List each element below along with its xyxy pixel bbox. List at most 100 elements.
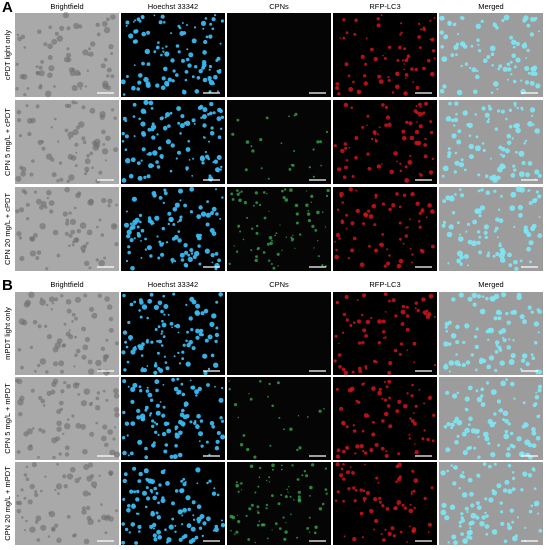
cell <box>168 524 174 530</box>
cell <box>89 431 95 437</box>
cell <box>74 335 77 339</box>
cell <box>177 221 179 223</box>
cell <box>464 506 469 511</box>
cell <box>517 204 524 211</box>
cell <box>410 492 413 496</box>
cell <box>476 473 481 478</box>
cell <box>173 234 179 240</box>
cell <box>179 488 184 494</box>
cell <box>233 533 236 535</box>
cell <box>144 48 150 55</box>
cell <box>155 388 159 393</box>
cell <box>124 222 129 228</box>
cell <box>447 541 450 544</box>
cell <box>180 258 185 262</box>
cell <box>191 385 196 390</box>
cell <box>497 109 501 113</box>
cell <box>427 395 432 400</box>
cell <box>284 188 287 191</box>
cell <box>179 123 185 129</box>
cell <box>418 388 421 391</box>
cell <box>36 538 41 542</box>
cell <box>112 224 117 228</box>
cell <box>352 486 356 490</box>
cell <box>25 202 30 207</box>
cell <box>194 389 200 395</box>
cell <box>440 470 446 476</box>
cell <box>216 90 219 93</box>
cell <box>215 212 219 216</box>
cell <box>504 479 510 485</box>
cell <box>454 101 459 106</box>
cell <box>191 175 194 177</box>
cell <box>256 505 260 509</box>
cell <box>56 462 59 466</box>
cell <box>153 537 158 542</box>
cell <box>196 76 201 80</box>
cell <box>535 436 541 441</box>
cell <box>153 304 159 310</box>
cell <box>303 470 307 473</box>
cell <box>207 367 211 371</box>
cell <box>238 198 242 203</box>
cell <box>95 258 100 262</box>
cell <box>347 74 351 78</box>
cell <box>515 127 521 134</box>
cell <box>132 346 137 351</box>
micrograph <box>121 186 225 271</box>
cell <box>275 232 278 235</box>
cell <box>134 19 137 22</box>
cell <box>500 109 505 114</box>
cell <box>211 231 217 237</box>
cell <box>206 383 210 387</box>
cell <box>246 447 250 452</box>
cell <box>453 540 458 546</box>
cell <box>497 67 501 71</box>
cell <box>218 109 223 113</box>
cell <box>214 332 220 338</box>
cell <box>417 220 421 223</box>
cell <box>387 531 392 537</box>
cell <box>502 418 505 422</box>
cell <box>519 367 523 371</box>
cell <box>153 486 157 491</box>
cell <box>25 299 31 306</box>
cell <box>132 39 137 44</box>
cell <box>105 338 109 342</box>
micrograph <box>121 292 225 376</box>
cell <box>182 477 186 481</box>
cell <box>187 139 190 143</box>
cell <box>202 107 208 113</box>
cell <box>126 508 131 513</box>
column-header: Merged <box>478 280 503 289</box>
cell <box>15 500 21 505</box>
cell <box>65 331 71 337</box>
cell <box>497 345 502 350</box>
cell <box>130 399 135 404</box>
column-header: Merged <box>478 2 503 11</box>
cell <box>362 328 367 333</box>
cell <box>396 74 399 77</box>
cell <box>447 342 452 346</box>
cell <box>508 263 513 268</box>
cell <box>448 101 452 106</box>
cell <box>81 509 87 515</box>
cell <box>461 471 465 474</box>
cell <box>439 30 444 35</box>
cell <box>138 530 141 533</box>
cell <box>485 514 489 518</box>
cell <box>186 24 188 26</box>
cell <box>175 73 179 77</box>
cell <box>262 251 266 254</box>
cell <box>425 309 429 313</box>
cell <box>465 360 471 365</box>
cell <box>262 523 266 527</box>
cell <box>155 410 161 416</box>
cell <box>184 70 189 74</box>
cell <box>16 508 22 514</box>
cell <box>161 413 166 418</box>
cell <box>185 361 191 367</box>
cell <box>164 51 170 57</box>
cell <box>500 521 505 527</box>
cell <box>359 444 364 449</box>
